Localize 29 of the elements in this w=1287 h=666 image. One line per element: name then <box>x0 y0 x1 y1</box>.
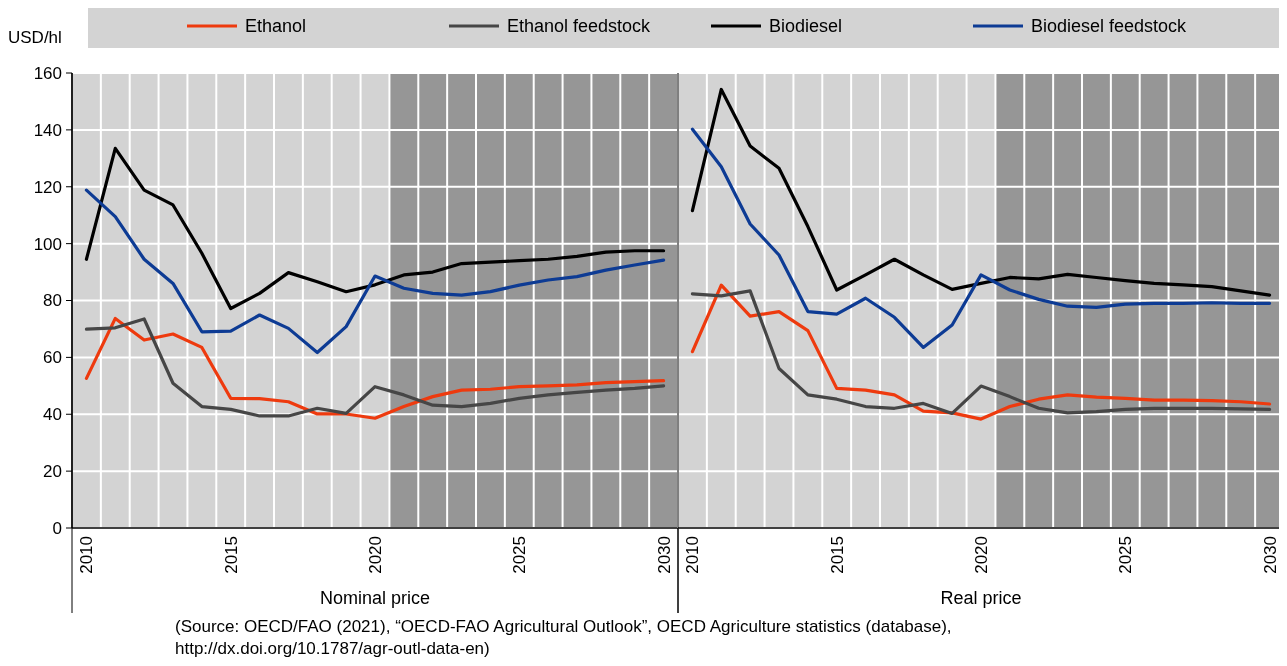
y-tick-label: 40 <box>43 405 62 425</box>
legend-label: Ethanol feedstock <box>507 16 652 37</box>
y-tick-label: 20 <box>43 462 62 482</box>
legend-label: Biodiesel feedstock <box>1031 16 1188 37</box>
x-tick-label: 2025 <box>1116 536 1136 574</box>
x-tick-label: 2030 <box>1260 536 1280 574</box>
legend-label: Ethanol <box>245 16 307 37</box>
y-tick-label: 100 <box>33 234 62 254</box>
x-tick-label: 2020 <box>971 536 991 574</box>
y-tick-label: 140 <box>33 120 62 140</box>
text: (Source: OECD/FAO (2021), “OECD-FAO Agricultural Outlook”, OECD Agriculture statistics (database), http://dx.doi.org/10.1787/agr-outl-data-en) <box>175 617 952 658</box>
legend-label: Biodiesel <box>769 16 843 37</box>
y-tick-label: 80 <box>43 291 62 311</box>
x-tick-label: 2010 <box>683 536 703 574</box>
y-tick-label: 120 <box>33 177 62 197</box>
x-tick-label: 2020 <box>365 536 385 574</box>
x-tick-label: 2015 <box>827 536 847 574</box>
x-axis-title: Nominal price <box>319 588 431 608</box>
y-tick-label: 0 <box>52 518 62 538</box>
x-tick-label: 2030 <box>654 536 674 574</box>
line-series <box>84 146 666 311</box>
x-tick-label: 2010 <box>77 536 97 574</box>
y-tick-label: 60 <box>43 348 62 368</box>
x-tick-label: 2015 <box>221 536 241 574</box>
x-axis-title: Real price <box>940 588 1022 608</box>
x-tick-label: 2025 <box>510 536 530 574</box>
y-tick-label: 160 <box>33 63 62 83</box>
y-axis-title: USD/hl <box>8 28 62 47</box>
line-series <box>84 188 666 355</box>
